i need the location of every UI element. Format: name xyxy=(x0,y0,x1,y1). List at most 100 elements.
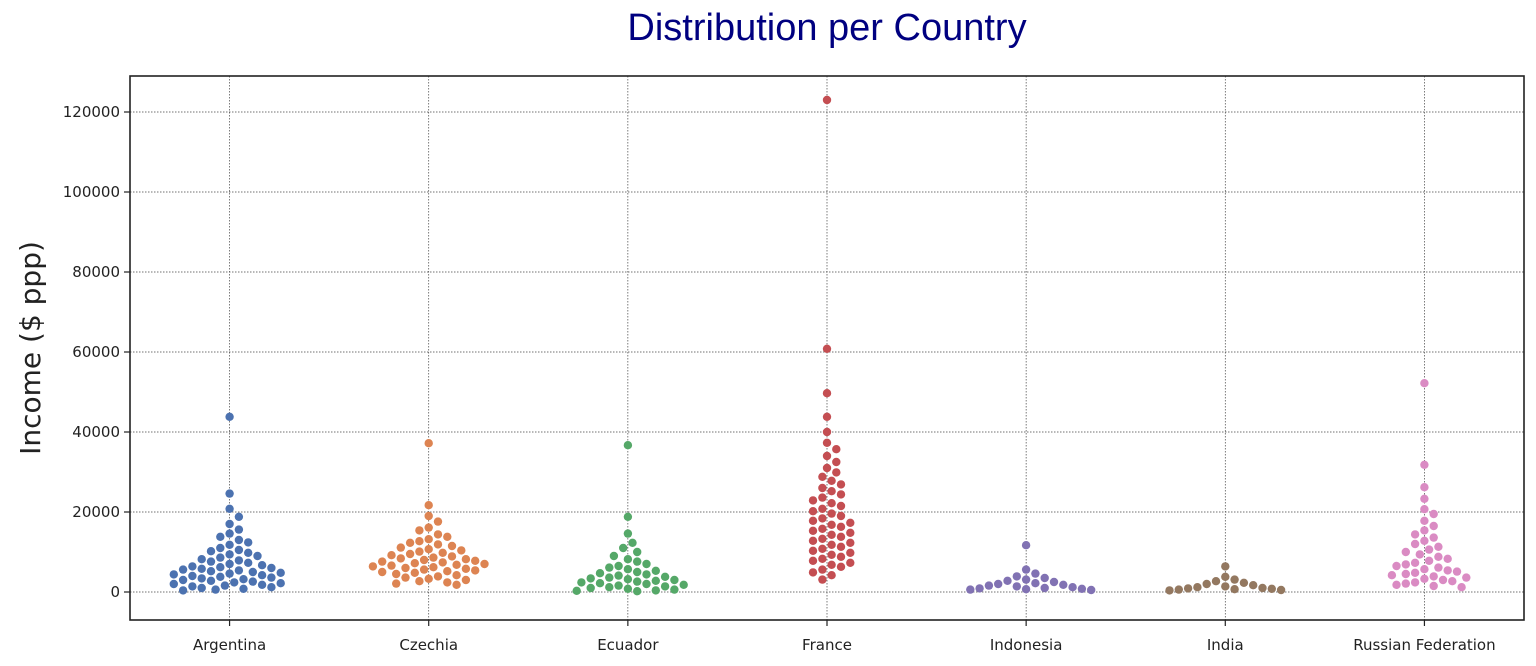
swarm-point-france xyxy=(822,451,832,461)
swarm-point-france xyxy=(836,501,846,511)
swarm-point-ecuador xyxy=(642,570,651,579)
swarm-point-france xyxy=(827,487,836,496)
swarm-point-russian-federation xyxy=(1429,509,1438,519)
swarm-point-indonesia xyxy=(1021,575,1031,584)
swarm-point-ecuador xyxy=(633,557,642,566)
swarm-point-russian-federation xyxy=(1438,575,1448,585)
swarm-point-argentina xyxy=(234,566,244,575)
y-tick-label: 100000 xyxy=(63,183,120,201)
swarm-point-czechia xyxy=(433,572,443,581)
swarm-point-czechia xyxy=(378,567,387,577)
swarm-point-ecuador xyxy=(623,565,633,574)
swarm-point-france xyxy=(822,95,832,105)
swarm-point-india xyxy=(1183,584,1193,593)
swarm-point-argentina xyxy=(169,570,178,579)
swarm-point-france xyxy=(818,493,827,502)
swarm-point-argentina xyxy=(244,558,253,567)
swarm-point-ecuador xyxy=(586,583,595,593)
swarm-point-ecuador xyxy=(623,575,633,584)
x-tick-label: India xyxy=(1207,636,1244,654)
swarm-point-czechia xyxy=(424,535,433,544)
swarm-point-india xyxy=(1230,575,1239,584)
x-tick-label: France xyxy=(802,636,852,654)
x-tick-label: Russian Federation xyxy=(1353,636,1495,654)
x-tick-label: Indonesia xyxy=(990,636,1063,654)
swarm-point-czechia xyxy=(471,556,480,565)
swarm-point-czechia xyxy=(480,559,489,569)
swarm-point-argentina xyxy=(216,553,225,562)
swarm-point-argentina xyxy=(197,574,206,583)
swarm-point-france xyxy=(827,509,836,518)
swarm-point-czechia xyxy=(387,561,396,570)
swarm-point-russian-federation xyxy=(1410,568,1420,577)
swarm-point-indonesia xyxy=(994,579,1003,589)
axis-ticks: 0 20000 40000 60000 80000 100000 120000 Argenti… xyxy=(63,103,1496,654)
swarm-point-ecuador xyxy=(679,580,688,589)
swarm-point-france xyxy=(846,528,855,537)
swarm-point-argentina xyxy=(178,565,188,574)
swarm-point-argentina xyxy=(225,559,234,569)
swarm-point-argentina xyxy=(178,575,188,585)
swarm-point-russian-federation xyxy=(1443,554,1452,563)
swarm-point-france xyxy=(836,542,846,551)
swarm-point-france xyxy=(827,550,836,559)
swarm-point-indonesia xyxy=(1077,584,1087,593)
swarm-point-ecuador xyxy=(595,569,605,578)
swarm-point-russian-federation xyxy=(1424,545,1434,554)
swarm-point-france xyxy=(832,445,841,454)
swarm-point-india xyxy=(1276,585,1286,595)
swarm-point-ecuador xyxy=(586,574,595,583)
swarm-point-argentina xyxy=(248,567,257,577)
swarm-point-russian-federation xyxy=(1448,577,1457,586)
swarm-point-ecuador xyxy=(623,512,633,521)
swarm-point-india xyxy=(1174,585,1184,594)
swarm-point-czechia xyxy=(387,551,396,560)
swarm-point-argentina xyxy=(234,556,244,565)
swarm-point-argentina xyxy=(225,519,234,529)
swarm-point-india xyxy=(1221,562,1230,571)
swarm-point-ecuador xyxy=(633,547,642,557)
swarm-point-czechia xyxy=(461,555,471,564)
swarm-point-russian-federation xyxy=(1434,563,1443,572)
swarm-point-ecuador xyxy=(660,582,670,591)
swarm-point-indonesia xyxy=(975,584,984,593)
swarm-point-czechia xyxy=(415,537,424,546)
swarm-point-czechia xyxy=(392,579,401,588)
swarm-point-argentina xyxy=(257,580,267,589)
swarm-point-russian-federation xyxy=(1420,536,1429,545)
swarm-point-czechia xyxy=(452,571,461,580)
swarm-point-russian-federation xyxy=(1401,569,1411,579)
swarm-point-czechia xyxy=(424,501,433,510)
swarm-point-argentina xyxy=(230,578,239,587)
swarm-point-czechia xyxy=(452,560,461,569)
swarm-point-russian-federation xyxy=(1420,516,1429,525)
swarm-point-france xyxy=(827,499,836,508)
swarm-point-argentina xyxy=(188,571,197,581)
y-tick-label: 80000 xyxy=(72,263,120,281)
swarm-point-czechia xyxy=(457,546,466,555)
swarm-point-france xyxy=(846,538,855,547)
swarm-point-czechia xyxy=(424,574,433,583)
swarm-point-france xyxy=(822,412,832,421)
swarm-point-india xyxy=(1211,577,1221,586)
swarm-point-argentina xyxy=(225,550,234,559)
swarm-point-czechia xyxy=(424,545,433,554)
swarm-point-france xyxy=(822,344,832,353)
swarm-point-russian-federation xyxy=(1429,581,1438,591)
swarm-point-france xyxy=(846,558,855,567)
swarm-point-india xyxy=(1267,584,1277,593)
swarm-point-ecuador xyxy=(609,551,619,561)
swarm-point-indonesia xyxy=(1059,580,1068,589)
swarm-point-ecuador xyxy=(633,567,642,577)
swarm-point-india xyxy=(1165,586,1174,595)
swarm-point-indonesia xyxy=(1040,583,1049,593)
swarm-point-argentina xyxy=(225,540,234,549)
swarm-point-argentina xyxy=(211,585,220,594)
swarm-point-czechia xyxy=(424,511,433,521)
swarm-point-argentina xyxy=(188,582,197,591)
swarm-point-indonesia xyxy=(1003,576,1012,585)
swarm-point-argentina xyxy=(234,512,244,521)
swarm-point-argentina xyxy=(239,575,248,584)
swarm-point-russian-federation xyxy=(1420,574,1429,583)
swarm-point-france xyxy=(827,520,836,529)
